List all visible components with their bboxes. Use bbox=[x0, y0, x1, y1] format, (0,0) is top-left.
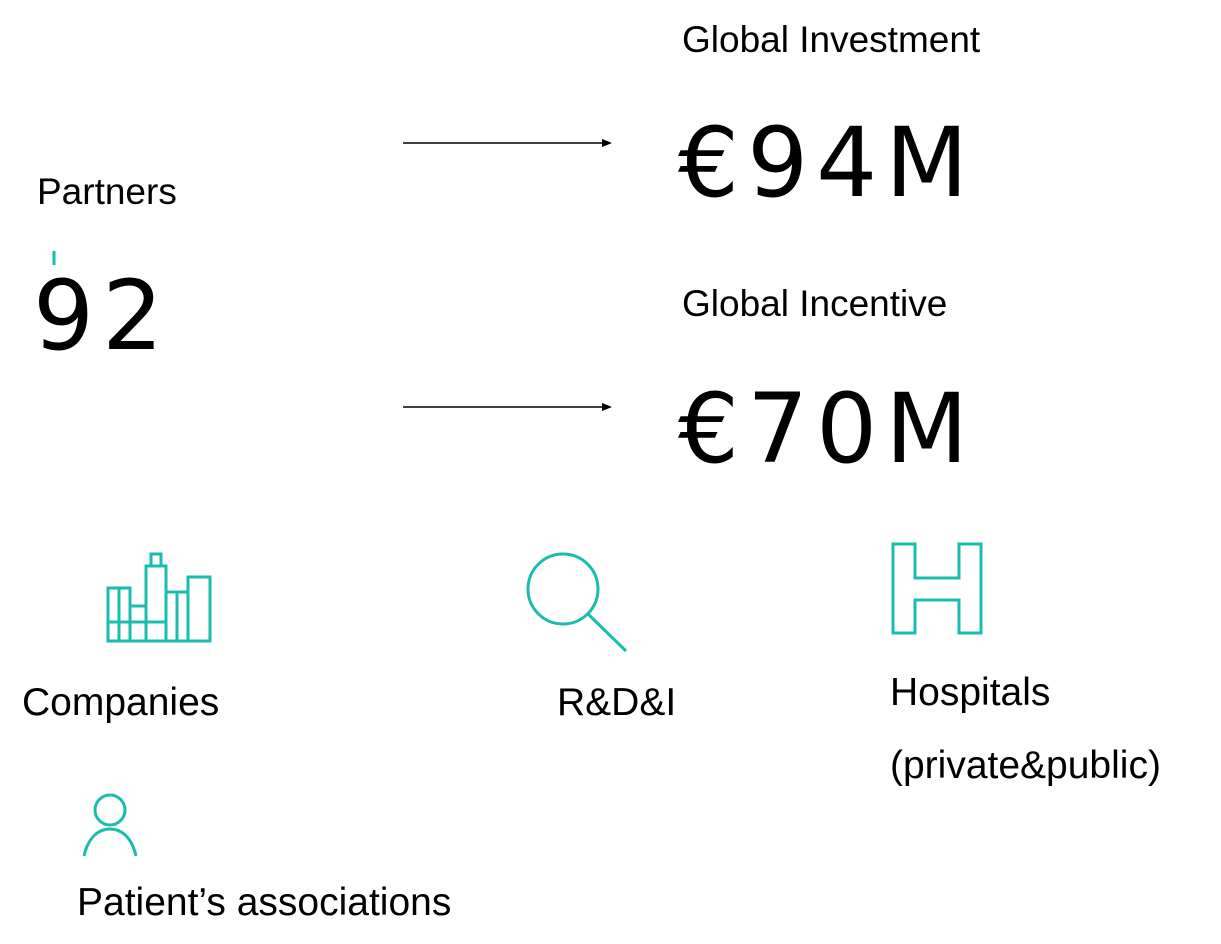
search-icon bbox=[526, 552, 628, 653]
person-icon bbox=[82, 793, 138, 857]
metric-label: Global Investment bbox=[682, 19, 981, 60]
metric-value: €94M bbox=[678, 107, 976, 219]
hospital-icon bbox=[891, 542, 983, 635]
category-label: Companies bbox=[22, 681, 219, 724]
partners-value: 92 bbox=[33, 260, 171, 372]
category-label: Patient’s associations bbox=[77, 881, 451, 924]
arrow bbox=[403, 403, 612, 411]
partners-label: Partners bbox=[37, 171, 177, 212]
companies-icon bbox=[106, 552, 212, 643]
category-label: R&D&I bbox=[557, 681, 676, 724]
category-label: Hospitals bbox=[890, 671, 1050, 714]
arrow bbox=[403, 139, 612, 147]
metric-value: €70M bbox=[678, 373, 976, 485]
category-label: (private&public) bbox=[890, 744, 1161, 787]
metric-label: Global Incentive bbox=[682, 283, 947, 324]
